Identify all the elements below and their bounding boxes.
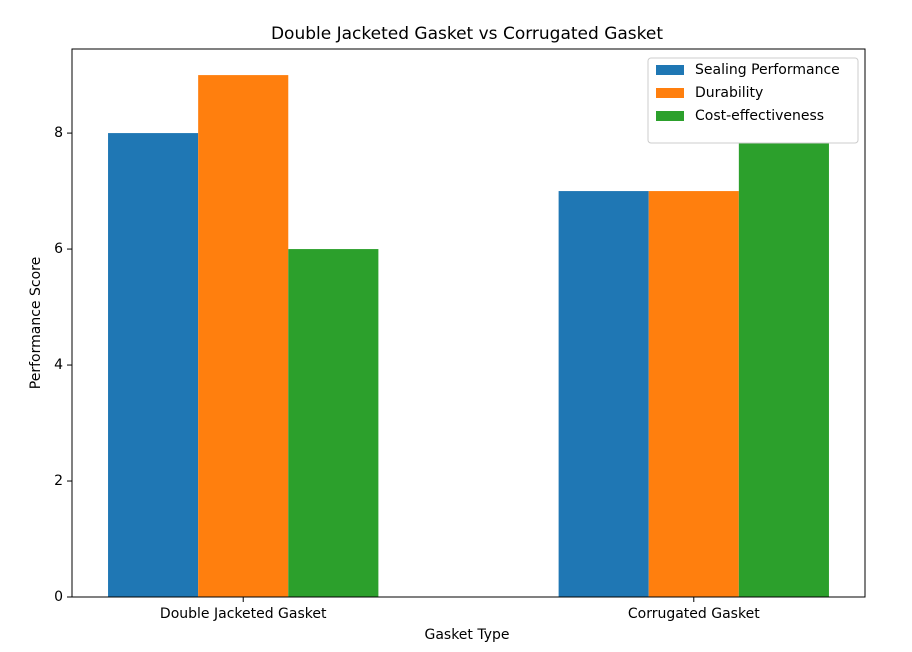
legend-swatch [656, 88, 684, 98]
y-tick-label: 6 [54, 241, 63, 257]
legend-swatch [656, 111, 684, 121]
bar [648, 191, 739, 597]
plot-frame [71, 48, 866, 598]
bar [198, 75, 289, 598]
chart-title: Double Jacketed Gasket vs Corrugated Gas… [271, 24, 663, 44]
x-tick-label: Double Jacketed Gasket [160, 606, 327, 622]
bar [558, 191, 649, 597]
y-tick-label: 2 [54, 473, 63, 489]
y-axis-label: Performance Score [28, 257, 44, 389]
bar [738, 133, 829, 597]
legend-label: Durability [695, 85, 763, 101]
legend-swatch [656, 65, 684, 75]
x-axis-label: Gasket Type [424, 627, 509, 643]
legend-label: Sealing Performance [695, 62, 840, 78]
y-tick-label: 8 [54, 125, 63, 141]
y-tick-label: 4 [54, 357, 63, 373]
y-tick-label: 0 [54, 589, 63, 605]
legend-box [647, 57, 859, 144]
bar [288, 249, 379, 598]
x-tick-label: Corrugated Gasket [628, 606, 760, 622]
legend-label: Cost-effectiveness [695, 108, 824, 124]
bar [108, 133, 199, 597]
